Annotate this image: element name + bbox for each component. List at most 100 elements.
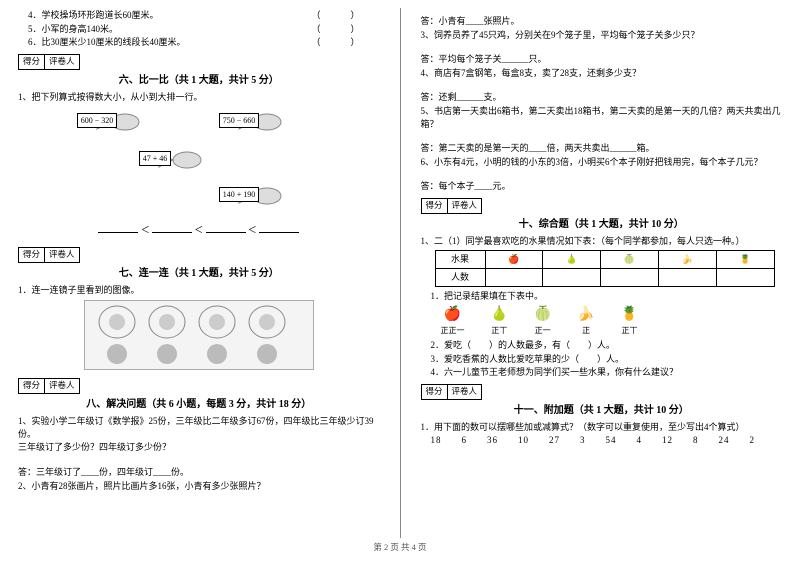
mirror-illustration-icon <box>85 300 313 370</box>
blank <box>259 223 299 233</box>
score-label: 得分 <box>422 385 448 399</box>
grader-label: 评卷人 <box>448 199 482 213</box>
table-row: 水果 🍎 🍐 🍈 🍌 🍍 <box>435 251 774 269</box>
bird-4-label: 140 + 190 <box>219 187 260 202</box>
sec8-q2: 2、小青有28张画片，照片比画片多16张，小青有多少张照片？ <box>18 480 380 493</box>
fruit-cell: 🍐 <box>543 251 601 269</box>
tally-marks: 正 <box>582 326 590 335</box>
sec11-q1: 1．用下面的数可以摆哪些加或减算式？（数字可以重复使用，至少写出4个算式） <box>421 421 783 434</box>
pear-icon: 🍐 <box>566 254 577 264</box>
pineapple-icon: 🍍 <box>621 305 638 325</box>
q4-text: 4．学校操场环形跑道长60厘米。 <box>28 10 159 20</box>
tally-row: 🍎 正正一 🍐 正丅 🍈 正一 🍌 正 🍍 正丅 <box>421 305 783 336</box>
sec8-q1a: 1、实验小学二年级订《数学报》25份，三年级比二年级多订67份，四年级比三年级少… <box>18 415 380 440</box>
score-box-7: 得分 评卷人 <box>18 247 80 263</box>
judge-q5: 5．小军的身高140米。 （） <box>18 23 380 36</box>
grader-label: 评卷人 <box>448 385 482 399</box>
section-10-title: 十、综合题（共 1 大题，共计 10 分） <box>421 218 783 232</box>
a4: 答：还剩______支。 <box>421 91 783 104</box>
grader-label: 评卷人 <box>45 379 79 393</box>
sec8-q1b: 三年级订了多少份？四年级订多少份？ <box>18 441 380 454</box>
row1-label: 水果 <box>435 251 485 269</box>
a2: 答：小青有____张照片。 <box>421 15 783 28</box>
tally-item: 🍍 正丅 <box>621 305 638 336</box>
row2-label: 人数 <box>435 269 485 287</box>
gourd-icon: 🍈 <box>534 305 551 325</box>
q6: 6、小东有4元，小明的钱的小东的3倍，小明买6个本子刚好把钱用完，每个本子几元？ <box>421 156 783 169</box>
count-cell <box>601 269 659 287</box>
blank <box>152 223 192 233</box>
bird-1: 600 − 320 <box>77 109 147 135</box>
page-footer: 第 2 页 共 4 页 <box>18 542 782 554</box>
score-box-8: 得分 评卷人 <box>18 378 80 394</box>
birds-figure: 600 − 320 750 − 660 47 + 46 140 + 190 <box>59 107 339 217</box>
fruit-cell: 🍈 <box>601 251 659 269</box>
judge-q6: 6．比30厘米少10厘米的线段长40厘米。 （） <box>18 36 380 49</box>
tally-item: 🍌 正 <box>577 305 594 336</box>
lt: ＜ <box>141 225 150 235</box>
tally-marks: 正正一 <box>441 326 465 335</box>
apple-icon: 🍎 <box>441 305 465 325</box>
apple-icon: 🍎 <box>508 254 519 264</box>
sec11-numbers: 18 6 36 10 27 3 54 4 12 8 24 2 <box>421 434 783 447</box>
right-column: 答：小青有____张照片。 3、饲养员养了45只鸡，分别关在9个笼子里，平均每个… <box>421 8 783 538</box>
bird-4: 140 + 190 <box>219 183 289 209</box>
bird-2: 750 − 660 <box>219 109 289 135</box>
left-column: 4．学校操场环形跑道长60厘米。 （） 5．小军的身高140米。 （） 6．比3… <box>18 8 380 538</box>
pear-icon: 🍐 <box>491 305 508 325</box>
count-cell <box>485 269 543 287</box>
bird-3-label: 47 + 46 <box>139 151 172 166</box>
bird-2-label: 750 − 660 <box>219 113 260 128</box>
sec10-q1: 1、二（1）同学最喜欢吃的水果情况如下表：（每个同学都参加，每人只选一种。） <box>421 235 783 248</box>
fruit-cell: 🍌 <box>658 251 716 269</box>
pineapple-icon: 🍍 <box>739 254 750 264</box>
sec10-sub2: 2．爱吃（ ）的人数最多，有（ ）人。 <box>421 339 783 352</box>
section-8-title: 八、解决问题（共 6 小题，每题 3 分，共计 18 分） <box>18 398 380 412</box>
section-6-title: 六、比一比（共 1 大题，共计 5 分） <box>18 74 380 88</box>
count-cell <box>658 269 716 287</box>
grader-label: 评卷人 <box>45 248 79 262</box>
grader-label: 评卷人 <box>45 55 79 69</box>
count-cell <box>543 269 601 287</box>
lt: ＜ <box>194 225 203 235</box>
table-row: 人数 <box>435 269 774 287</box>
section-7-title: 七、连一连（共 1 大题，共计 5 分） <box>18 267 380 281</box>
tally-item: 🍎 正正一 <box>441 305 465 336</box>
lt: ＜ <box>248 225 257 235</box>
tally-item: 🍈 正一 <box>534 305 551 336</box>
score-box-10: 得分 评卷人 <box>421 198 483 214</box>
judge-q4: 4．学校操场环形跑道长60厘米。 （） <box>18 9 380 22</box>
sec10-sub4: 4．六一儿童节王老师想为同学们买一些水果，你有什么建议？ <box>421 366 783 379</box>
q5-text: 5．小军的身高140米。 <box>28 24 118 34</box>
count-cell <box>716 269 774 287</box>
fruit-cell: 🍎 <box>485 251 543 269</box>
mirror-figure <box>84 300 314 370</box>
banana-icon: 🍌 <box>682 254 693 264</box>
sec7-q1: 1．连一连镜子里看到的图像。 <box>18 284 380 297</box>
q4: 4、商店有7盒钢笔，每盒8支，卖了28支，还剩多少支？ <box>421 67 783 80</box>
sec6-q1: 1、把下列算式按得数大小，从小到大排一行。 <box>18 91 380 104</box>
paren: （） <box>311 23 359 36</box>
blank <box>98 223 138 233</box>
tally-marks: 正丅 <box>491 326 507 335</box>
blank <box>206 223 246 233</box>
score-label: 得分 <box>19 248 45 262</box>
paren: （） <box>311 9 359 22</box>
tally-marks: 正一 <box>535 326 551 335</box>
score-label: 得分 <box>422 199 448 213</box>
section-11-title: 十一、附加题（共 1 大题，共计 10 分） <box>421 404 783 418</box>
tally-item: 🍐 正丅 <box>491 305 508 336</box>
bird-3: 47 + 46 <box>139 147 209 173</box>
bird-1-label: 600 − 320 <box>77 113 118 128</box>
gourd-icon: 🍈 <box>624 254 635 264</box>
q3: 3、饲养员养了45只鸡，分别关在9个笼子里，平均每个笼子关多少只？ <box>421 29 783 42</box>
sec10-sub1: 1．把记录结果填在下表中。 <box>421 290 783 303</box>
sec6-answer-row: ＜ ＜ ＜ <box>18 223 380 237</box>
column-divider <box>400 8 401 538</box>
score-box-6: 得分 评卷人 <box>18 54 80 70</box>
banana-icon: 🍌 <box>577 305 594 325</box>
tally-marks: 正丅 <box>622 326 638 335</box>
sec8-a1: 答：三年级订了____份，四年级订____份。 <box>18 466 380 479</box>
sec10-sub3: 3．爱吃香蕉的人数比爱吃苹果的少（ ）人。 <box>421 353 783 366</box>
fruit-table: 水果 🍎 🍐 🍈 🍌 🍍 人数 <box>435 250 775 286</box>
